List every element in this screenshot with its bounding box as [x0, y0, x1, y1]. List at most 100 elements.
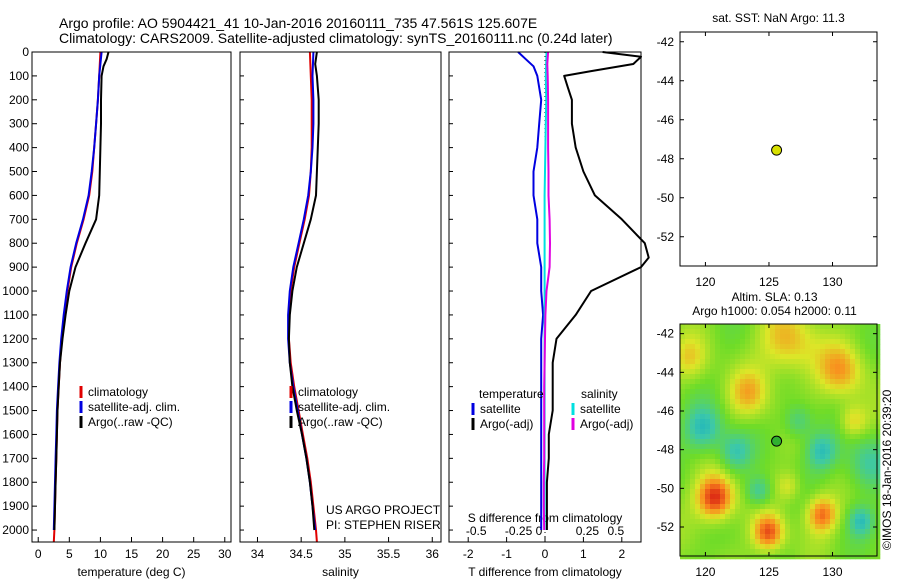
sla-cell [690, 499, 696, 505]
sla-cell [745, 409, 751, 415]
sla-cell [775, 339, 781, 345]
sla-cell [755, 444, 761, 450]
sla-cell [795, 519, 801, 525]
sla-cell [855, 339, 861, 345]
sla-cell [725, 549, 731, 555]
sla-cell [735, 519, 741, 525]
sla-cell [725, 459, 731, 465]
sla-cell [865, 349, 871, 355]
sla-cell [680, 329, 686, 335]
sla-cell [855, 474, 861, 480]
sla-cell [780, 364, 786, 370]
sla-cell [770, 464, 776, 470]
sla-cell [800, 409, 806, 415]
sla-cell [780, 324, 786, 330]
sla-cell [860, 324, 866, 330]
sla-cell [860, 369, 866, 375]
depth-tick-label: 200 [9, 93, 29, 107]
sla-cell [795, 499, 801, 505]
sla-cell [715, 519, 721, 525]
sla-cell [775, 364, 781, 370]
sla-cell [850, 374, 856, 380]
sla-cell [770, 469, 776, 475]
sla-cell [850, 519, 856, 525]
sla-cell [775, 449, 781, 455]
sla-cell [855, 549, 861, 555]
sla-cell [740, 399, 746, 405]
sla-cell [835, 409, 841, 415]
sla-cell [685, 534, 691, 540]
sla-cell [690, 519, 696, 525]
sla-cell [730, 504, 736, 510]
sla-cell [730, 364, 736, 370]
sla-cell [770, 399, 776, 405]
sla-cell [740, 534, 746, 540]
sla-cell [875, 399, 881, 405]
sla-cell [790, 534, 796, 540]
sla-cell [735, 439, 741, 445]
sla-cell [850, 394, 856, 400]
sla-cell [865, 354, 871, 360]
sla-cell [850, 529, 856, 535]
sla-cell [775, 504, 781, 510]
sla-cell [815, 349, 821, 355]
map-y-tick-label: -44 [657, 74, 675, 88]
sla-cell [840, 544, 846, 550]
sla-cell [705, 499, 711, 505]
sla-cell [860, 329, 866, 335]
sla-cell [780, 464, 786, 470]
sla-cell [855, 539, 861, 545]
sla-cell [780, 414, 786, 420]
sla-cell [755, 544, 761, 550]
map-y-tick-label: -42 [657, 35, 675, 49]
sla-cell [690, 369, 696, 375]
sla-cell [800, 519, 806, 525]
sla-cell [830, 389, 836, 395]
sla-cell [875, 404, 881, 410]
sla-cell [820, 339, 826, 345]
sla-cell [820, 409, 826, 415]
sla-cell [830, 519, 836, 525]
sla-cell [700, 529, 706, 535]
sla-cell [810, 344, 816, 350]
sla-cell [800, 444, 806, 450]
sla-cell [815, 509, 821, 515]
sla-cell [865, 539, 871, 545]
sla-cell [710, 414, 716, 420]
sla-cell [760, 484, 766, 490]
sla-cell [725, 389, 731, 395]
sla-cell [835, 379, 841, 385]
sla-cell [740, 449, 746, 455]
sla-cell [830, 434, 836, 440]
sla-cell [680, 349, 686, 355]
sla-cell [830, 534, 836, 540]
sla-cell [790, 544, 796, 550]
sla-cell [870, 494, 876, 500]
sla-cell [765, 349, 771, 355]
sla-cell [840, 464, 846, 470]
sla-cell [730, 359, 736, 365]
sla-cell [730, 384, 736, 390]
sla-cell [825, 369, 831, 375]
sla-cell [850, 364, 856, 370]
sla-cell [685, 519, 691, 525]
sla-cell [750, 534, 756, 540]
sla-cell [710, 379, 716, 385]
sla-cell [750, 404, 756, 410]
sla-cell [785, 364, 791, 370]
sla-cell [815, 424, 821, 430]
sla-cell [780, 339, 786, 345]
sla-cell [740, 494, 746, 500]
sla-cell [805, 454, 811, 460]
sla-cell [805, 399, 811, 405]
sla-cell [795, 474, 801, 480]
sla-cell [830, 479, 836, 485]
sla-cell [810, 494, 816, 500]
sla-cell [745, 389, 751, 395]
sla-cell [745, 554, 751, 560]
sla-cell [715, 389, 721, 395]
sla-cell [690, 484, 696, 490]
sla-cell [875, 384, 881, 390]
sla-cell [735, 414, 741, 420]
sla-cell [815, 339, 821, 345]
